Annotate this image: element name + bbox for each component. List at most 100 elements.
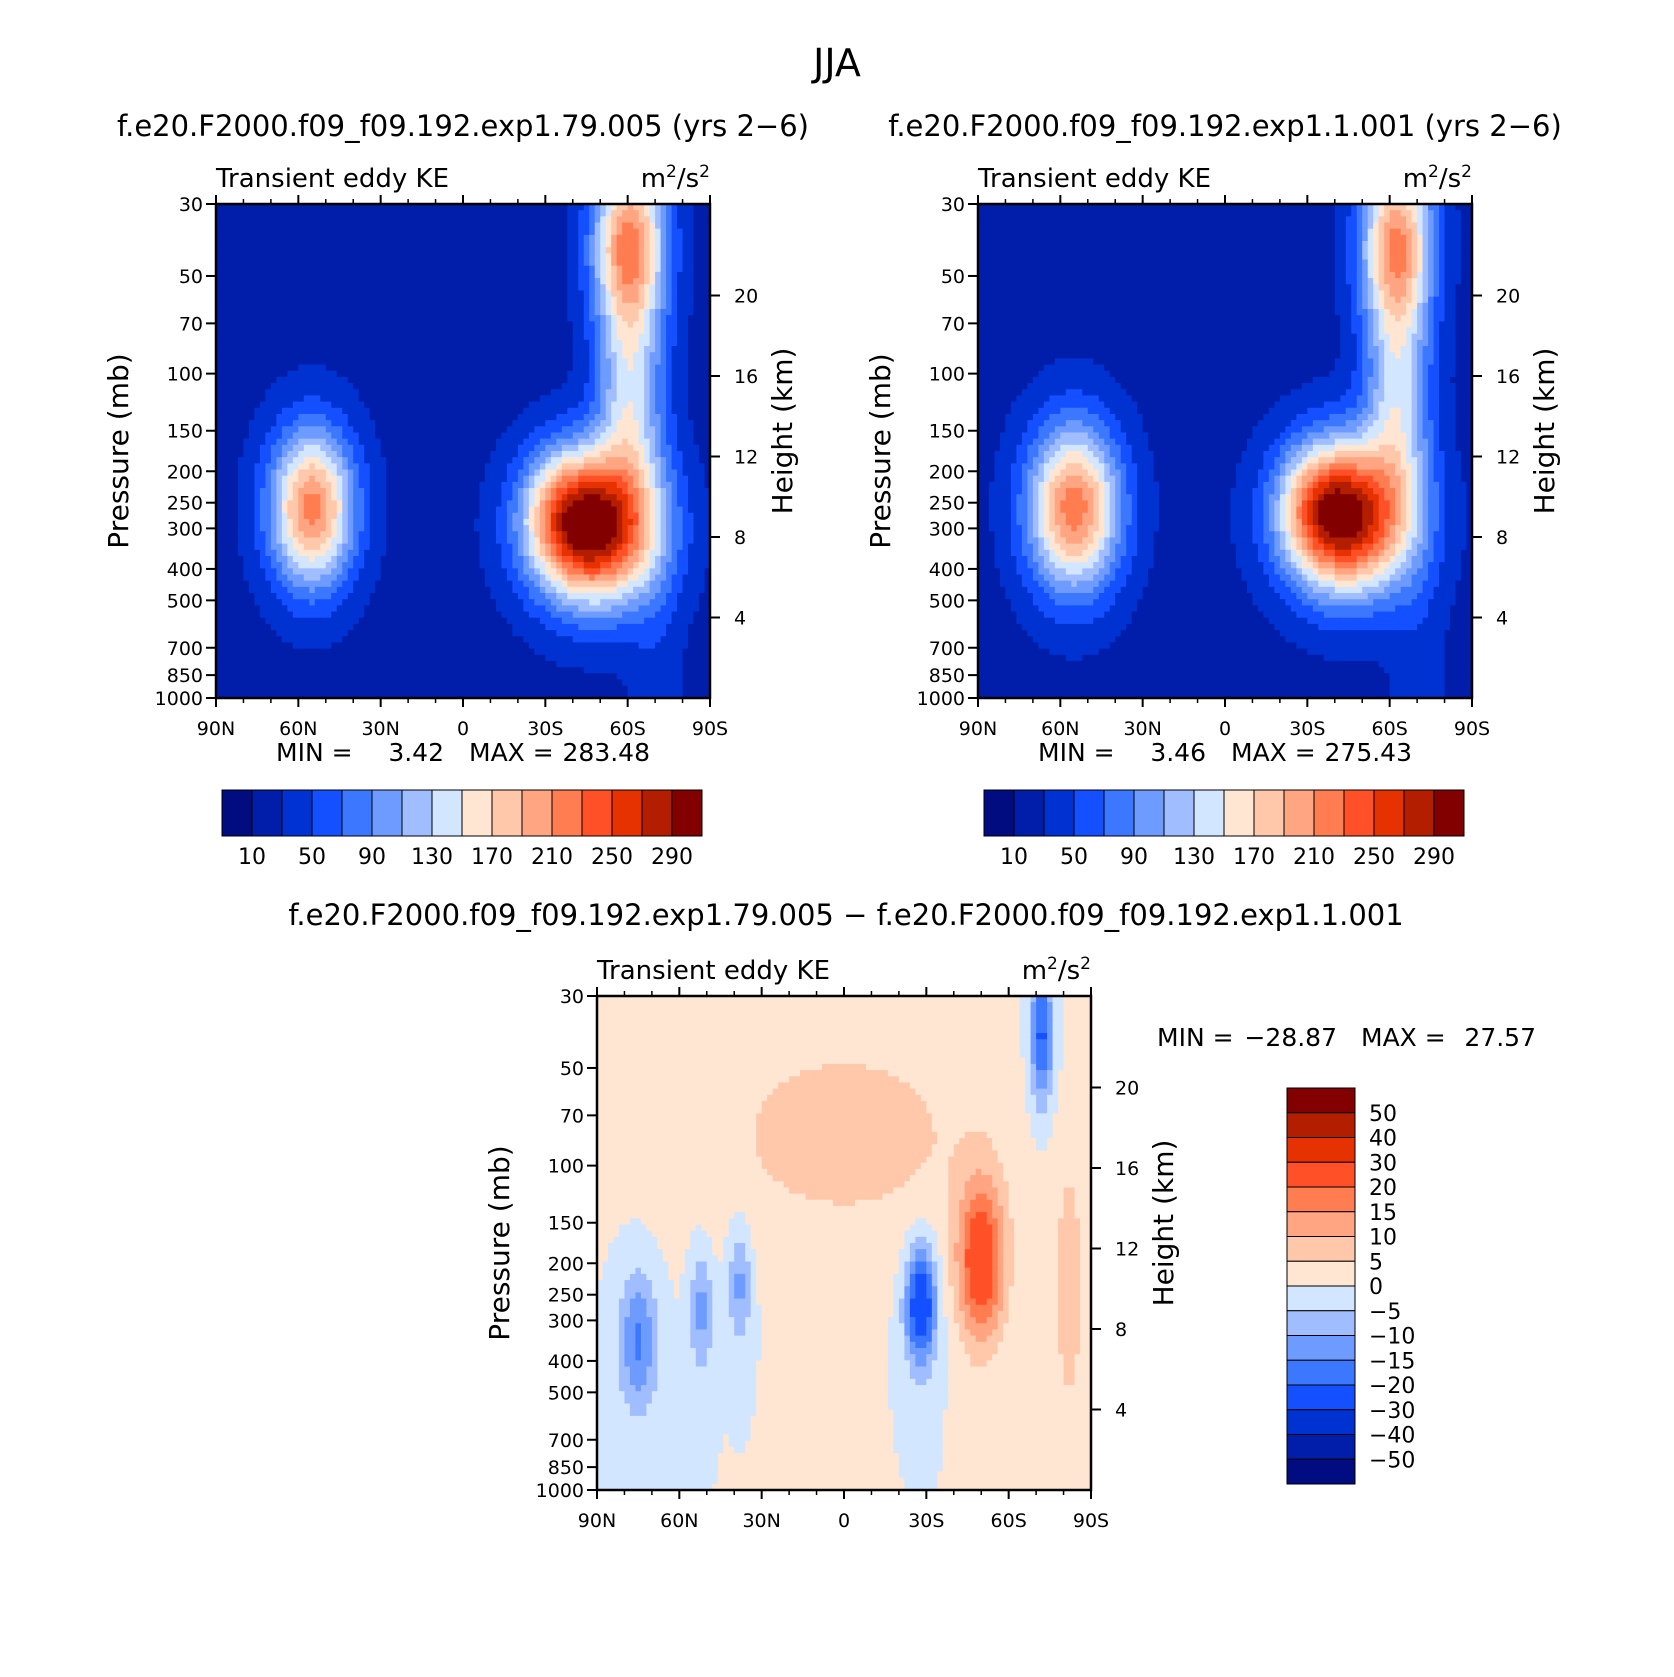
- field-cell: [479, 383, 486, 390]
- field-cell: [638, 241, 645, 248]
- field-cell: [336, 339, 343, 347]
- field-cell: [237, 494, 245, 501]
- field-cell: [243, 407, 250, 415]
- field-cell: [342, 488, 349, 495]
- field-cell: [567, 308, 574, 316]
- field-cell: [638, 339, 645, 347]
- field-cell: [644, 290, 651, 298]
- field-cell: [254, 308, 261, 316]
- field-cell: [331, 370, 338, 378]
- field-cell: [413, 481, 420, 489]
- field-cell: [589, 389, 596, 397]
- field-cell: [463, 364, 470, 372]
- field-cell: [216, 512, 223, 520]
- field-cell: [226, 352, 234, 359]
- field-cell: [303, 518, 310, 526]
- field-cell: [221, 518, 228, 526]
- field-cell: [490, 481, 497, 489]
- field-cell: [534, 241, 541, 248]
- field-cell: [682, 444, 689, 452]
- field-cell: [281, 339, 288, 347]
- field-cell: [644, 500, 651, 508]
- field-cell: [270, 426, 277, 434]
- field-cell: [644, 265, 651, 273]
- field-cell: [419, 234, 426, 242]
- field-cell: [666, 308, 673, 316]
- field-cell: [419, 475, 426, 483]
- field-cell: [237, 290, 245, 298]
- field-cell: [408, 488, 415, 495]
- field-cell: [314, 234, 321, 242]
- field-cell: [369, 253, 376, 261]
- field-cell: [534, 228, 541, 236]
- field-cell: [457, 488, 464, 495]
- field-cell: [655, 401, 662, 409]
- field-cell: [666, 500, 673, 508]
- field-cell: [452, 284, 459, 292]
- field-cell: [594, 463, 601, 471]
- field-cell: [473, 420, 481, 427]
- field-cell: [627, 228, 634, 236]
- field-cell: [523, 339, 530, 347]
- field-cell: [561, 308, 568, 316]
- field-cell: [457, 506, 464, 514]
- field-cell: [248, 451, 256, 458]
- field-cell: [655, 278, 662, 285]
- field-cell: [594, 512, 601, 520]
- field-cell: [430, 376, 437, 384]
- field-cell: [473, 315, 481, 322]
- field-cell: [386, 457, 393, 464]
- field-cell: [419, 284, 426, 292]
- field-cell: [216, 426, 223, 434]
- field-cell: [320, 284, 327, 292]
- field-cell: [517, 432, 524, 440]
- field-cell: [561, 444, 568, 452]
- field-cell: [358, 488, 365, 495]
- field-cell: [298, 210, 305, 217]
- field-cell: [452, 389, 459, 397]
- field-cell: [435, 247, 442, 254]
- field-cell: [578, 296, 585, 304]
- field-cell: [523, 494, 530, 501]
- field-cell: [380, 506, 387, 514]
- field-cell: [430, 407, 437, 415]
- field-cell: [567, 401, 574, 409]
- field-cell: [693, 469, 700, 477]
- field-cell: [655, 383, 662, 390]
- field-cell: [446, 494, 453, 501]
- field-cell: [655, 333, 662, 341]
- field-cell: [622, 364, 629, 372]
- field-cell: [550, 531, 557, 539]
- field-cell: [660, 333, 667, 341]
- field-cell: [435, 216, 442, 224]
- field-cell: [512, 284, 519, 292]
- field-cell: [545, 475, 552, 483]
- field-cell: [649, 488, 656, 495]
- field-cell: [325, 346, 332, 353]
- field-cell: [232, 376, 239, 384]
- field-cell: [270, 216, 277, 224]
- field-cell: [402, 327, 409, 335]
- field-cell: [237, 537, 245, 545]
- field-cell: [589, 426, 596, 434]
- field-cell: [413, 327, 420, 335]
- field-cell: [226, 296, 234, 304]
- field-cell: [331, 376, 338, 384]
- field-cell: [506, 537, 513, 545]
- field-cell: [435, 315, 442, 322]
- field-cell: [688, 222, 695, 230]
- field-cell: [523, 376, 530, 384]
- field-cell: [353, 302, 360, 310]
- field-cell: [473, 234, 481, 242]
- field-cell: [259, 426, 266, 434]
- field-cell: [347, 302, 354, 310]
- field-cell: [336, 383, 343, 390]
- field-cell: [622, 327, 629, 335]
- field-cell: [281, 315, 288, 322]
- field-cell: [463, 265, 470, 273]
- field-cell: [446, 364, 453, 372]
- field-cell: [226, 290, 234, 298]
- field-cell: [473, 216, 481, 224]
- field-cell: [435, 420, 442, 427]
- field-cell: [419, 432, 426, 440]
